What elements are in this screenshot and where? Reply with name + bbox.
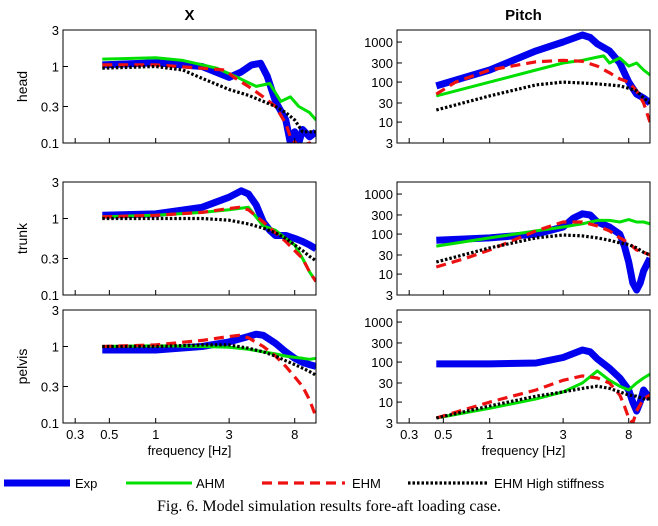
series-group (435, 210, 650, 294)
legend: Exp AHM EHM EHM High stiffness (4, 476, 605, 491)
y-tick-label: 300 (371, 208, 393, 223)
legend-item-ehm-high-stiffness: EHM High stiffness (408, 476, 605, 491)
plot-frame (62, 309, 317, 424)
y-tick-label: 30 (379, 248, 393, 263)
series-line-ehm-high-stiffness (102, 216, 316, 263)
row-label: head (14, 71, 30, 102)
series-line-ehm-high-stiffness (102, 343, 316, 377)
y-tick-label: 1000 (364, 35, 393, 50)
chart-panel-pitch-trunk: 3 10 30 100 300 1000 (364, 181, 651, 303)
series-group (435, 346, 650, 423)
y-tick-label: 3 (52, 175, 59, 190)
y-tick-label: 1 (52, 59, 59, 74)
series-line-ahm (436, 218, 650, 248)
plot-frame (62, 29, 317, 144)
chart-panel-x-pelvis: 0.1 0.3 1 3 0.3 0.5 1 3 8 frequency [Hz] pelvis (14, 303, 317, 458)
column-title: Pitch (505, 7, 542, 24)
y-tick-label: 0.1 (41, 416, 59, 431)
x-tick-label: 1 (486, 427, 493, 442)
series-line-ehm (102, 205, 316, 283)
x-tick-label: 1 (152, 427, 159, 442)
series-group (435, 31, 650, 123)
x-tick-label: 0.3 (66, 427, 84, 442)
series-line-ehm-high-stiffness (435, 80, 650, 112)
series-line-ahm (435, 54, 650, 98)
x-tick-label: 0.5 (100, 427, 118, 442)
y-tick-label: 1000 (364, 187, 393, 202)
series-line-ehm-high-stiffness (435, 233, 650, 264)
legend-label: Exp (75, 476, 97, 491)
legend-item-ahm: AHM (126, 476, 225, 491)
y-tick-label: 100 (371, 227, 393, 242)
y-tick-label: 0.3 (41, 252, 59, 267)
series-line-exp (102, 59, 316, 143)
row-label: pelvis (14, 349, 30, 385)
series-group (102, 56, 316, 143)
legend-label: EHM High stiffness (494, 476, 605, 491)
y-tick-label: 3 (52, 303, 59, 318)
legend-item-exp: Exp (4, 476, 97, 491)
x-tick-label: 0.5 (434, 427, 452, 442)
x-tick-label: 3 (226, 427, 233, 442)
y-tick-label: 3 (52, 23, 59, 38)
x-axis-label: frequency [Hz] (148, 443, 232, 458)
row-label: trunk (14, 222, 30, 254)
y-tick-label: 0.3 (41, 100, 59, 115)
y-tick-label: 10 (379, 267, 393, 282)
y-tick-label: 3 (386, 416, 393, 431)
series-line-ehm (102, 333, 316, 418)
y-tick-label: 100 (371, 75, 393, 90)
y-tick-label: 0.1 (41, 136, 59, 151)
legend-item-ehm: EHM (262, 476, 381, 491)
plot-frame (396, 309, 651, 424)
y-tick-label: 10 (379, 115, 393, 130)
series-group (102, 330, 316, 418)
series-line-ehm (435, 220, 650, 269)
y-tick-label: 30 (379, 96, 393, 111)
series-line-ehm (102, 63, 312, 143)
x-axis-label: frequency [Hz] (482, 443, 566, 458)
y-tick-label: 300 (371, 336, 393, 351)
figure-caption: Fig. 6. Model simulation results fore-af… (157, 498, 501, 515)
y-tick-label: 1000 (364, 315, 393, 330)
y-tick-label: 300 (371, 56, 393, 71)
y-tick-label: 100 (371, 355, 393, 370)
series-line-exp (435, 31, 650, 106)
legend-label: EHM (352, 476, 381, 491)
column-title: X (184, 7, 194, 24)
y-tick-label: 3 (386, 288, 393, 303)
chart-panel-pitch-head: 3 10 30 100 300 1000 Pitch (364, 7, 651, 151)
x-tick-label: 3 (560, 427, 567, 442)
y-tick-label: 0.3 (41, 380, 59, 395)
x-tick-label: 8 (625, 427, 632, 442)
x-tick-label: 0.3 (400, 427, 418, 442)
legend-label: AHM (196, 476, 225, 491)
series-line-exp (436, 346, 650, 415)
plot-frame (396, 29, 651, 144)
x-tick-label: 8 (291, 427, 298, 442)
plot-frame (396, 181, 651, 296)
series-line-ehm (435, 374, 650, 423)
chart-panel-x-trunk: 0.1 0.3 1 3 trunk (14, 175, 317, 303)
y-tick-label: 1 (52, 339, 59, 354)
y-tick-label: 1 (52, 211, 59, 226)
plot-frame (62, 181, 317, 296)
y-tick-label: 3 (386, 136, 393, 151)
y-tick-label: 30 (379, 376, 393, 391)
chart-panel-pitch-pelvis: 3 10 30 100 300 1000 0.3 0.5 1 3 8 frequency [Hz] (364, 309, 651, 458)
series-line-ahm (102, 205, 316, 283)
series-line-ahm (436, 369, 650, 420)
y-tick-label: 0.1 (41, 288, 59, 303)
series-line-ahm (102, 56, 316, 121)
series-line-ehm-high-stiffness (102, 64, 316, 134)
series-group (102, 187, 316, 283)
y-tick-label: 10 (379, 395, 393, 410)
